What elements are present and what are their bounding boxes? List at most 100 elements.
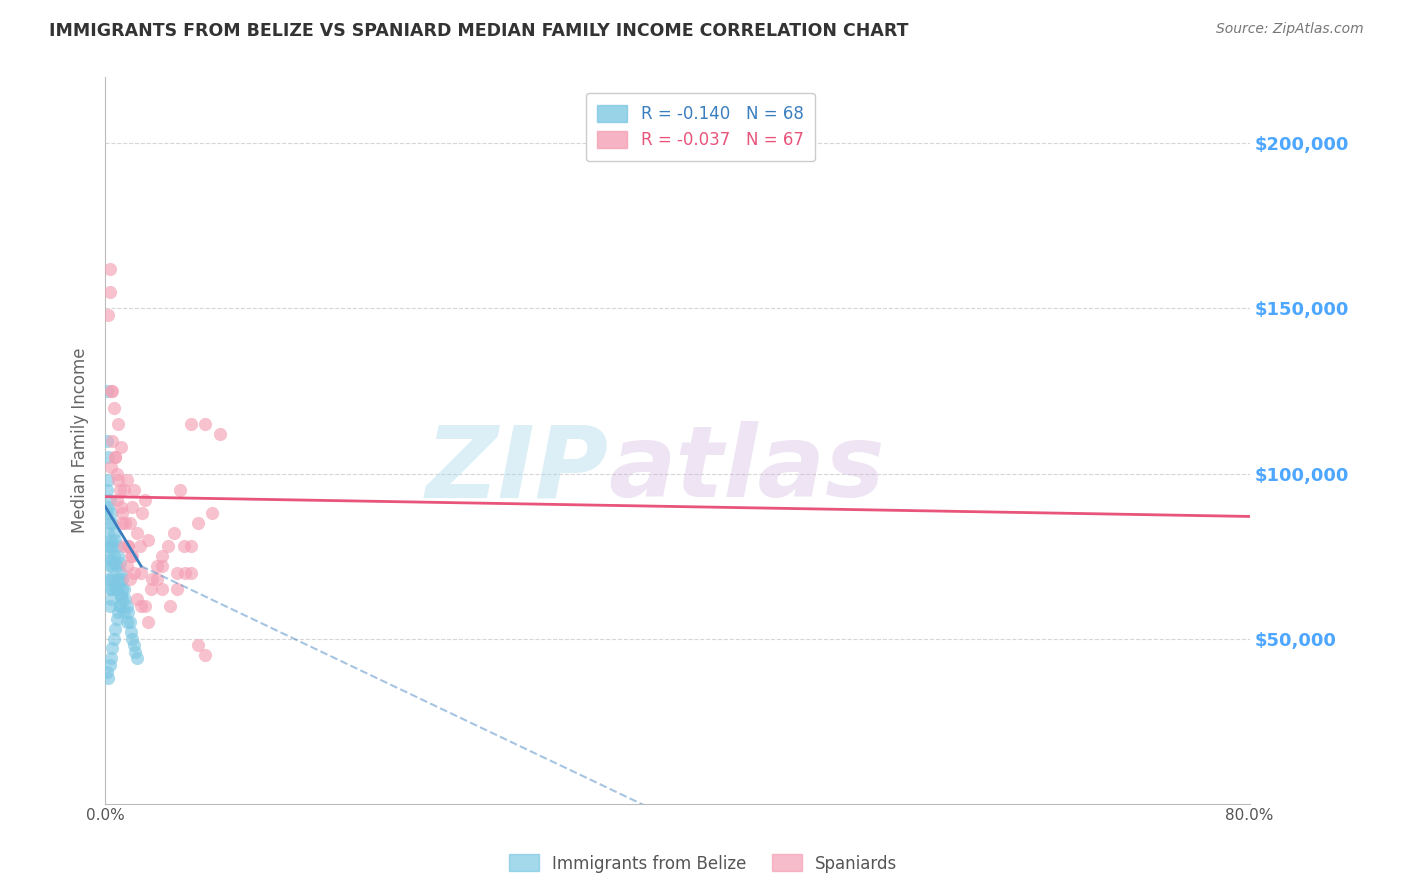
Point [97, 525, 120, 540]
Point [105, 467, 128, 481]
Point [100, 384, 122, 398]
Point [112, 483, 135, 497]
Point [104, 582, 127, 596]
Point [124, 645, 146, 659]
Point [174, 566, 197, 580]
Point [98, 558, 121, 573]
Point [101, 434, 124, 448]
Point [121, 500, 143, 514]
Point [125, 651, 148, 665]
Point [129, 599, 152, 613]
Point [117, 605, 139, 619]
Point [121, 549, 143, 563]
Point [118, 615, 141, 629]
Point [104, 533, 127, 547]
Point [122, 566, 145, 580]
Point [145, 572, 167, 586]
Point [139, 582, 162, 596]
Point [115, 615, 138, 629]
Point [201, 506, 224, 520]
Text: IMMIGRANTS FROM BELIZE VS SPANIARD MEDIAN FAMILY INCOME CORRELATION CHART: IMMIGRANTS FROM BELIZE VS SPANIARD MEDIA… [49, 22, 908, 40]
Point [96, 384, 118, 398]
Point [105, 558, 128, 573]
Point [166, 566, 188, 580]
Point [96, 506, 118, 520]
Point [108, 599, 131, 613]
Point [117, 539, 139, 553]
Point [122, 483, 145, 497]
Point [100, 552, 122, 566]
Point [136, 615, 159, 629]
Point [115, 558, 138, 573]
Point [110, 440, 132, 454]
Point [98, 492, 121, 507]
Point [145, 558, 167, 573]
Point [131, 506, 153, 520]
Point [110, 589, 132, 603]
Point [152, 549, 174, 563]
Point [100, 533, 122, 547]
Point [97, 473, 120, 487]
Point [100, 459, 122, 474]
Point [141, 572, 163, 586]
Point [194, 648, 217, 662]
Point [103, 525, 125, 540]
Point [97, 500, 120, 514]
Point [97, 308, 120, 322]
Point [105, 492, 128, 507]
Point [114, 591, 136, 606]
Point [100, 591, 122, 606]
Point [107, 549, 129, 563]
Point [98, 261, 121, 276]
Point [96, 434, 118, 448]
Point [101, 641, 124, 656]
Point [105, 612, 128, 626]
Point [101, 582, 124, 596]
Point [122, 638, 145, 652]
Point [103, 401, 125, 415]
Point [105, 582, 128, 596]
Point [194, 417, 217, 431]
Point [159, 599, 181, 613]
Point [157, 539, 180, 553]
Point [98, 582, 121, 596]
Point [107, 417, 129, 431]
Point [108, 599, 131, 613]
Point [115, 473, 138, 487]
Point [97, 572, 120, 586]
Point [97, 549, 120, 563]
Point [111, 582, 134, 596]
Point [100, 651, 122, 665]
Point [114, 516, 136, 530]
Point [104, 556, 127, 570]
Point [108, 575, 131, 590]
Point [163, 525, 186, 540]
Point [125, 525, 148, 540]
Point [115, 599, 138, 613]
Point [110, 500, 132, 514]
Point [112, 582, 135, 596]
Point [104, 450, 127, 464]
Point [96, 539, 118, 553]
Point [111, 506, 134, 520]
Point [98, 657, 121, 672]
Point [166, 582, 188, 596]
Point [129, 566, 152, 580]
Point [152, 582, 174, 596]
Point [187, 516, 209, 530]
Point [128, 539, 150, 553]
Point [180, 566, 202, 580]
Point [187, 638, 209, 652]
Point [101, 384, 124, 398]
Point [120, 624, 142, 639]
Point [112, 539, 135, 553]
Point [98, 539, 121, 553]
Point [100, 506, 122, 520]
Point [110, 589, 132, 603]
Point [180, 539, 202, 553]
Point [103, 572, 125, 586]
Point [100, 572, 122, 586]
Point [107, 572, 129, 586]
Point [118, 572, 141, 586]
Point [107, 605, 129, 619]
